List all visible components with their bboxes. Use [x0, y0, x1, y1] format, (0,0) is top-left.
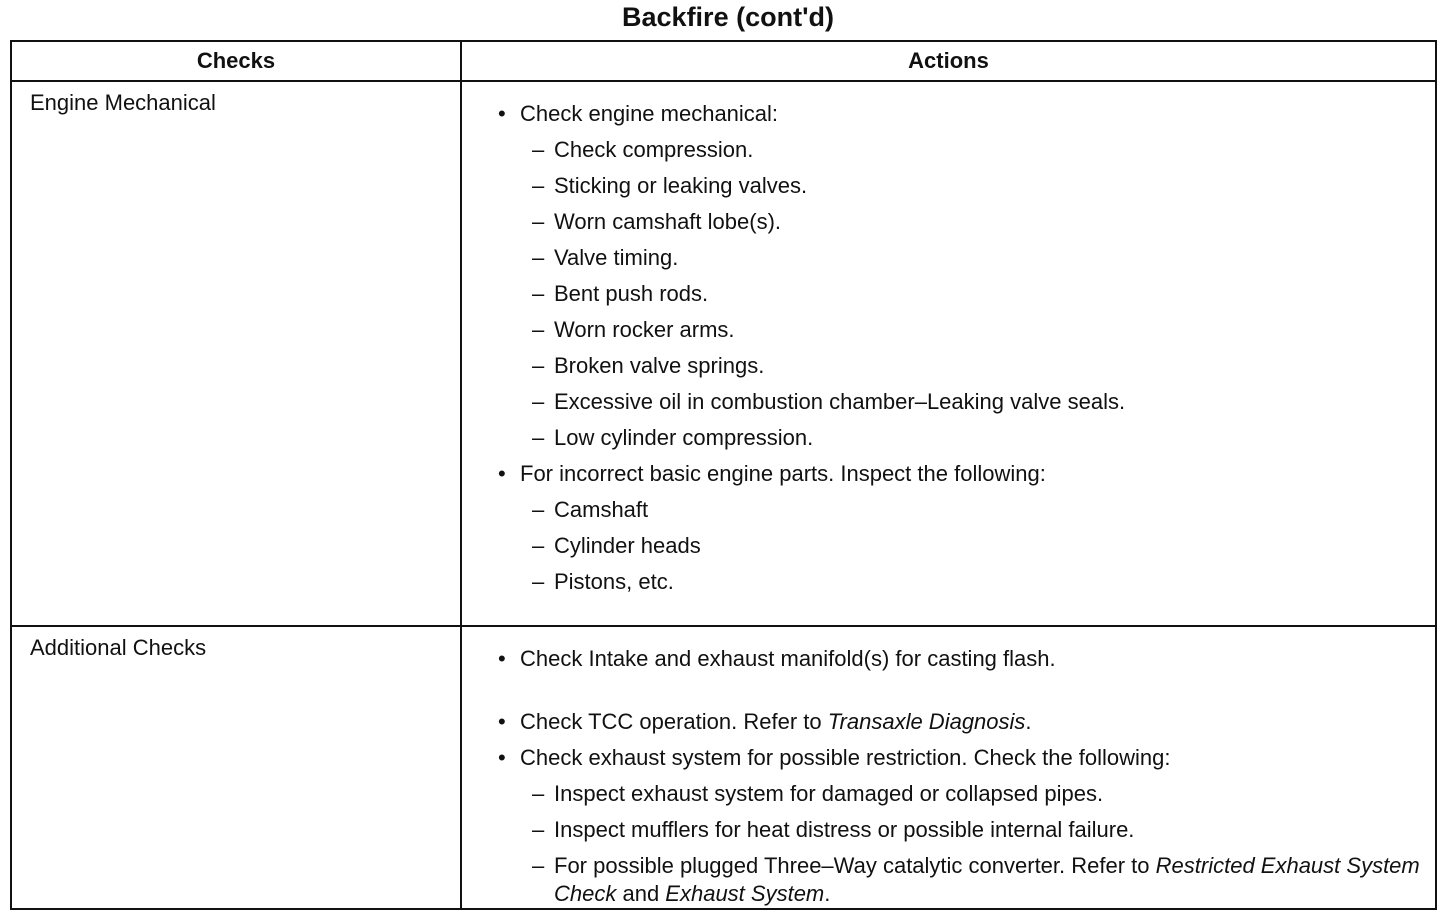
- item-text: Broken valve springs.: [554, 353, 765, 378]
- reference-text: Exhaust System: [665, 881, 825, 906]
- actions-cell: Check Intake and exhaust manifold(s) for…: [460, 625, 1437, 910]
- sub-item: Broken valve springs.: [462, 348, 1435, 384]
- sub-item: For possible plugged Three–Way catalytic…: [462, 848, 1435, 908]
- item-text: .: [1025, 709, 1032, 734]
- header-row: Checks Actions: [10, 40, 1437, 82]
- item-text: Inspect mufflers for heat distress or po…: [554, 817, 1135, 842]
- item-text: Check Intake and exhaust manifold(s) for…: [520, 646, 1056, 671]
- bullet-item: Check exhaust system for possible restri…: [462, 740, 1435, 776]
- table-row: Engine Mechanical Check engine mechanica…: [10, 80, 1437, 627]
- bullet-item: Check TCC operation. Refer to Transaxle …: [462, 704, 1435, 740]
- sub-item: Worn camshaft lobe(s).: [462, 204, 1435, 240]
- item-text: Sticking or leaking valves.: [554, 173, 808, 198]
- item-text: Camshaft: [554, 497, 649, 522]
- sub-item: Valve timing.: [462, 240, 1435, 276]
- bullet-item: For incorrect basic engine parts. Inspec…: [462, 456, 1435, 492]
- item-text: Excessive oil in combustion chamber–Leak…: [554, 389, 1126, 414]
- item-text: Check TCC operation. Refer to: [520, 709, 828, 734]
- diagnosis-table: Checks Actions Engine Mechanical Check e…: [10, 40, 1437, 910]
- actions-cell: Check engine mechanical: Check compressio…: [460, 80, 1437, 627]
- item-text: Check exhaust system for possible restri…: [520, 745, 1171, 770]
- sub-item: Sticking or leaking valves.: [462, 168, 1435, 204]
- item-text: Cylinder heads: [554, 533, 701, 558]
- sub-item: Pistons, etc.: [462, 564, 1435, 600]
- sub-item: Camshaft: [462, 492, 1435, 528]
- item-text: For incorrect basic engine parts. Inspec…: [520, 461, 1046, 486]
- reference-text: Restricted Exhaust System Check: [554, 853, 1420, 906]
- header-checks: Checks: [10, 40, 462, 82]
- bullet-item: Check Intake and exhaust manifold(s) for…: [462, 641, 1435, 677]
- sub-item: Worn rocker arms.: [462, 312, 1435, 348]
- sub-item: Inspect exhaust system for damaged or co…: [462, 776, 1435, 812]
- item-text: .: [824, 881, 831, 906]
- item-text: Low cylinder compression.: [554, 425, 814, 450]
- sub-item: Cylinder heads: [462, 528, 1435, 564]
- item-text: Bent push rods.: [554, 281, 709, 306]
- item-text: Worn rocker arms.: [554, 317, 735, 342]
- page-title: Backfire (cont'd): [622, 2, 834, 32]
- check-cell: Engine Mechanical: [10, 80, 462, 627]
- sub-item: Excessive oil in combustion chamber–Leak…: [462, 384, 1435, 420]
- bullet-item: Check engine mechanical:: [462, 96, 1435, 132]
- item-text: Valve timing.: [554, 245, 679, 270]
- item-text: Check engine mechanical:: [520, 101, 779, 126]
- sub-item: Check compression.: [462, 132, 1435, 168]
- item-text: Pistons, etc.: [554, 569, 674, 594]
- header-actions: Actions: [460, 40, 1437, 82]
- item-text: For possible plugged Three–Way catalytic…: [554, 853, 1156, 878]
- check-cell: Additional Checks: [10, 625, 462, 910]
- sub-item: Bent push rods.: [462, 276, 1435, 312]
- sub-item: Inspect mufflers for heat distress or po…: [462, 812, 1435, 848]
- item-text: Check compression.: [554, 137, 754, 162]
- item-text: Worn camshaft lobe(s).: [554, 209, 782, 234]
- item-text: Inspect exhaust system for damaged or co…: [554, 781, 1104, 806]
- sub-item: Low cylinder compression.: [462, 420, 1435, 456]
- item-text: and: [616, 881, 666, 906]
- reference-text: Transaxle Diagnosis: [827, 709, 1026, 734]
- table-row: Additional Checks Check Intake and exhau…: [10, 625, 1437, 910]
